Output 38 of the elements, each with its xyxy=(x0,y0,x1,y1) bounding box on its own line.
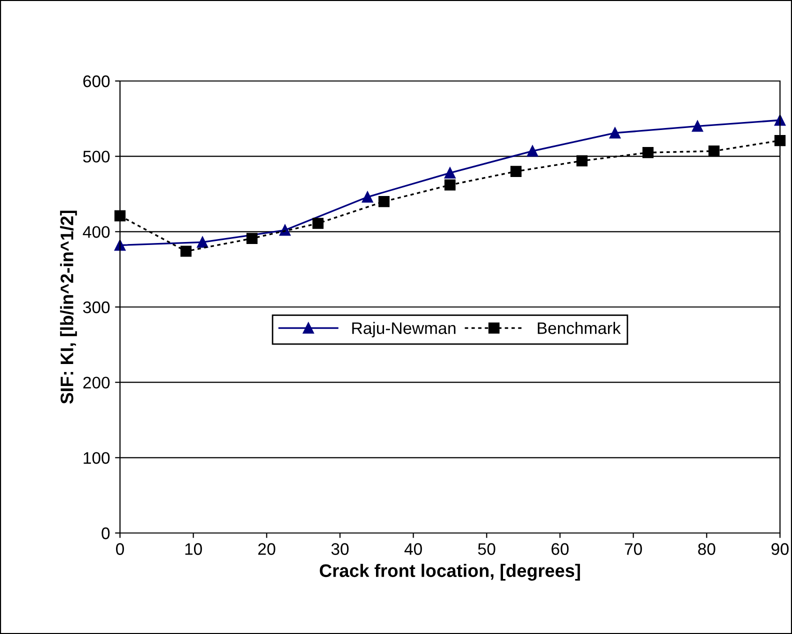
x-tick-label: 50 xyxy=(478,543,496,555)
x-tick-label: 30 xyxy=(331,543,349,555)
x-tick-label: 20 xyxy=(258,543,276,555)
point xyxy=(378,196,390,208)
point xyxy=(526,146,538,157)
x-tick-label: 0 xyxy=(116,543,124,555)
x-tick-label: 90 xyxy=(772,543,789,555)
legend-label: Benchmark xyxy=(538,322,621,334)
legend-label: Raju-Newman xyxy=(352,322,456,338)
point xyxy=(180,246,192,257)
point xyxy=(692,120,704,132)
x-axis-title: Crack front location, [degrees] xyxy=(320,564,580,581)
point xyxy=(114,210,126,222)
point xyxy=(312,218,324,229)
point xyxy=(246,232,258,244)
x-tick-label: 70 xyxy=(624,543,642,555)
point xyxy=(510,166,522,177)
point xyxy=(642,147,654,158)
x-tick-label: 10 xyxy=(185,543,202,555)
y-tick-label: 600 xyxy=(83,75,110,88)
y-tick-label: 0 xyxy=(102,527,110,540)
y-tick-label: 500 xyxy=(83,150,110,163)
point xyxy=(444,167,456,178)
y-tick-label: 400 xyxy=(82,226,110,238)
point xyxy=(708,146,720,157)
y-tick-label: 100 xyxy=(84,452,110,464)
point xyxy=(444,179,456,191)
x-tick-label: 40 xyxy=(404,543,422,555)
y-tick-label: 200 xyxy=(83,376,110,389)
point xyxy=(774,134,786,146)
point xyxy=(609,127,621,139)
y-tick-label: 300 xyxy=(83,301,110,314)
point xyxy=(576,155,588,166)
y-axis-title: SIF: KI, [lb/in^2-in^1/2] xyxy=(60,210,77,404)
point xyxy=(362,191,374,203)
x-tick-label: 60 xyxy=(552,543,569,555)
point xyxy=(196,236,208,248)
x-tick-label: 80 xyxy=(698,543,716,555)
